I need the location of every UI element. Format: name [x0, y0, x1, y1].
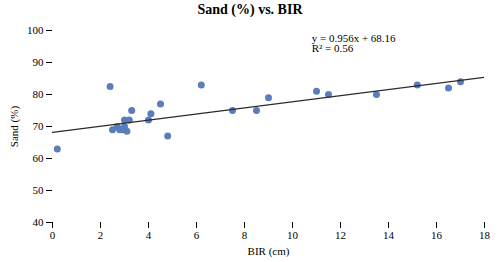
svg-text:BIR (cm): BIR (cm): [248, 245, 290, 258]
svg-text:10: 10: [287, 229, 299, 241]
svg-text:50: 50: [33, 184, 45, 196]
svg-text:0: 0: [50, 229, 56, 241]
svg-text:12: 12: [335, 229, 346, 241]
svg-text:14: 14: [383, 229, 395, 241]
svg-text:80: 80: [33, 88, 45, 100]
svg-text:100: 100: [27, 24, 44, 36]
svg-text:40: 40: [33, 216, 45, 228]
svg-text:4: 4: [146, 229, 152, 241]
svg-text:y = 0.956x + 68.16R² = 0.56: y = 0.956x + 68.16R² = 0.56: [312, 32, 396, 55]
svg-text:18: 18: [479, 229, 491, 241]
svg-text:60: 60: [33, 152, 45, 164]
svg-text:90: 90: [33, 56, 45, 68]
svg-text:2: 2: [98, 229, 104, 241]
svg-text:16: 16: [431, 229, 443, 241]
svg-text:Sand (%): Sand (%): [8, 106, 21, 148]
svg-text:8: 8: [242, 229, 248, 241]
svg-text:70: 70: [33, 120, 45, 132]
html-text:Sand (%) vs. BIR: Sand (%) vs. BIR: [197, 2, 303, 17]
svg-text:6: 6: [194, 229, 200, 241]
